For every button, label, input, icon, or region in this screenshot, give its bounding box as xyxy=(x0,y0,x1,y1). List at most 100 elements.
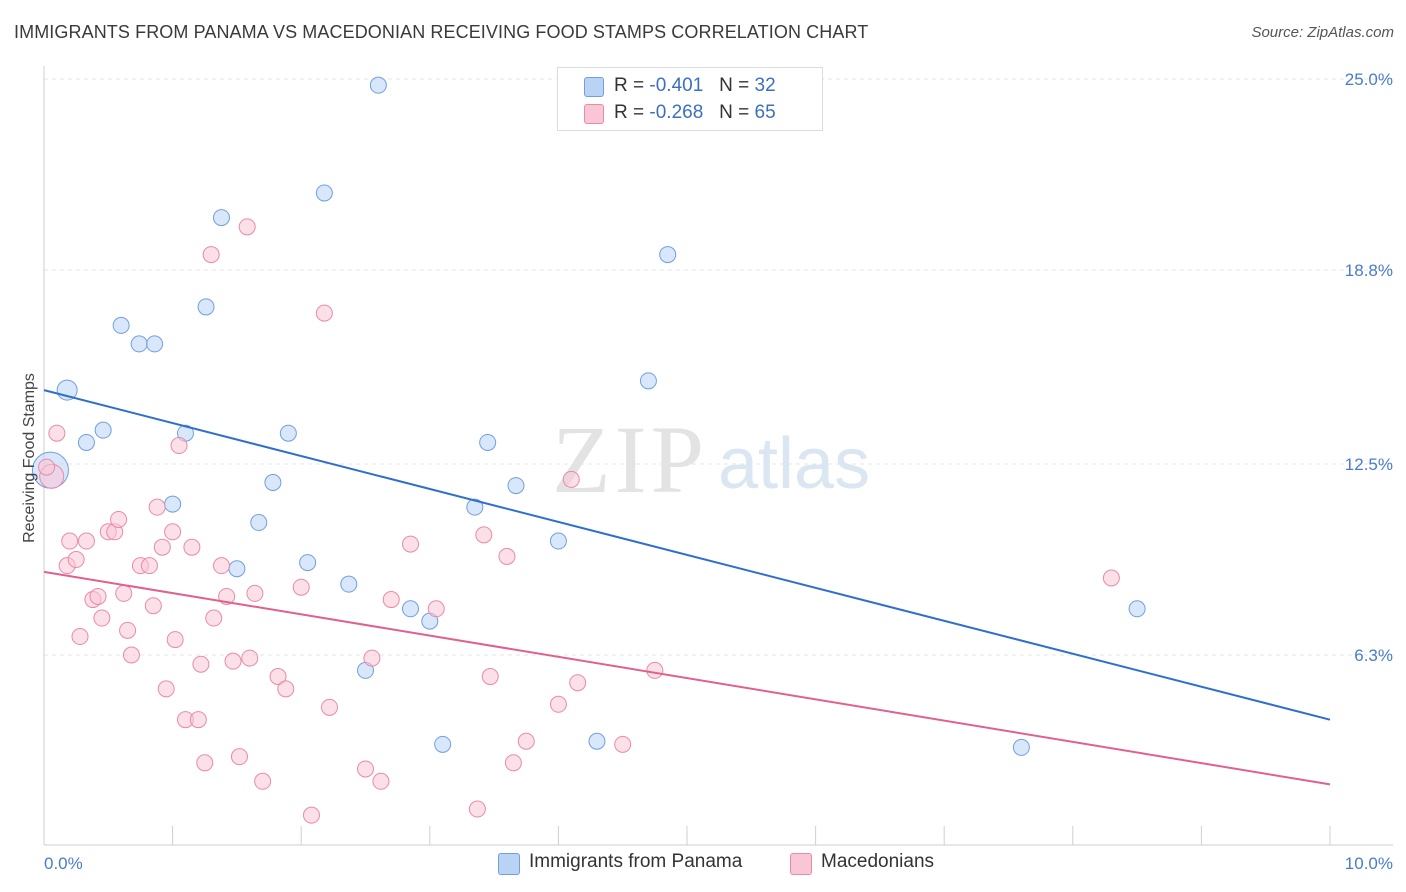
point-macedonians-48 xyxy=(372,772,390,790)
point-panama-20 xyxy=(402,600,420,618)
point-macedonians-22 xyxy=(164,523,182,541)
point-macedonians-6 xyxy=(77,532,95,550)
point-panama-28 xyxy=(639,372,657,390)
y-axis-label: Receiving Food Stamps xyxy=(21,373,38,543)
point-panama-4 xyxy=(112,316,130,334)
point-panama-9 xyxy=(197,298,215,316)
bottom-legend-swatch-macedonians xyxy=(790,853,812,875)
point-panama-31 xyxy=(1128,600,1146,618)
point-macedonians-49 xyxy=(382,591,400,609)
point-macedonians-41 xyxy=(277,680,295,698)
point-panama-7 xyxy=(164,495,182,513)
point-macedonians-26 xyxy=(183,538,201,556)
y-tick-label-2: 18.8% xyxy=(1345,261,1393,280)
trend-lines xyxy=(43,389,1331,786)
y-tick-label-0: 6.3% xyxy=(1354,646,1393,665)
point-macedonians-47 xyxy=(363,649,381,667)
point-macedonians-37 xyxy=(241,649,259,667)
point-panama-24 xyxy=(479,433,497,451)
point-macedonians-43 xyxy=(302,806,320,824)
point-macedonians-45 xyxy=(320,698,338,716)
trend-line-panama xyxy=(43,389,1331,721)
point-macedonians-55 xyxy=(498,547,516,565)
point-macedonians-3 xyxy=(61,532,79,550)
point-panama-17 xyxy=(340,575,358,593)
point-macedonians-9 xyxy=(93,609,111,627)
legend-n-value-panama: 32 xyxy=(754,75,776,96)
point-macedonians-34 xyxy=(224,652,242,670)
point-macedonians-5 xyxy=(71,628,89,646)
point-macedonians-61 xyxy=(614,735,632,753)
point-panama-19 xyxy=(369,76,387,94)
point-macedonians-28 xyxy=(192,655,210,673)
point-panama-12 xyxy=(250,514,268,532)
point-macedonians-46 xyxy=(357,760,374,778)
point-macedonians-39 xyxy=(254,772,272,790)
point-panama-2 xyxy=(77,433,95,451)
point-panama-14 xyxy=(279,424,297,442)
legend-n-label: N = xyxy=(719,102,750,123)
point-panama-25 xyxy=(507,477,525,495)
point-macedonians-30 xyxy=(202,246,220,264)
point-panama-13 xyxy=(264,474,282,492)
point-macedonians-31 xyxy=(205,609,223,627)
point-macedonians-17 xyxy=(140,557,158,575)
point-macedonians-14 xyxy=(119,621,137,639)
point-macedonians-20 xyxy=(153,538,171,556)
point-macedonians-21 xyxy=(157,680,175,698)
point-macedonians-44 xyxy=(315,304,333,322)
point-macedonians-24 xyxy=(170,437,188,455)
point-macedonians-12 xyxy=(110,510,128,528)
point-macedonians-42 xyxy=(292,578,310,596)
point-panama-22 xyxy=(434,735,452,753)
point-macedonians-58 xyxy=(549,695,567,713)
point-macedonians-4 xyxy=(67,551,85,569)
point-panama-15 xyxy=(299,554,317,572)
watermark-atlas: atlas xyxy=(718,424,870,504)
chart-title: IMMIGRANTS FROM PANAMA VS MACEDONIAN REC… xyxy=(14,22,869,42)
point-macedonians-52 xyxy=(468,800,486,818)
point-macedonians-54 xyxy=(481,668,499,686)
x-ticks xyxy=(43,826,1331,845)
point-macedonians-38 xyxy=(246,584,264,602)
point-macedonians-56 xyxy=(504,754,522,772)
point-macedonians-19 xyxy=(148,498,166,516)
point-panama-6 xyxy=(146,335,164,353)
point-macedonians-57 xyxy=(517,732,535,750)
watermark-zip: ZIP xyxy=(552,406,708,513)
point-macedonians-60 xyxy=(569,674,587,692)
point-macedonians-32 xyxy=(212,557,230,575)
trend-line-macedonians xyxy=(43,570,1331,786)
bottom-legend-label-macedonians: Macedonians xyxy=(821,851,935,872)
point-macedonians-40 xyxy=(269,668,287,686)
legend-swatch-macedonians xyxy=(584,104,604,124)
legend-r-label: R = xyxy=(614,102,645,123)
y-tick-label-3: 25.0% xyxy=(1345,70,1393,89)
point-panama-11 xyxy=(228,560,246,578)
point-macedonians-59 xyxy=(562,470,580,488)
point-macedonians-35 xyxy=(230,748,248,766)
point-macedonians-27 xyxy=(189,711,207,729)
point-macedonians-36 xyxy=(238,218,256,236)
legend-swatch-panama xyxy=(584,77,604,97)
grid-lines xyxy=(44,78,1393,656)
legend-r-value-panama: -0.401 xyxy=(649,75,704,96)
point-macedonians-63 xyxy=(1102,569,1120,587)
point-panama-30 xyxy=(1012,738,1030,756)
legend-r-value-macedonians: -0.268 xyxy=(649,102,704,123)
point-panama-3 xyxy=(94,421,112,439)
point-macedonians-18 xyxy=(144,597,162,615)
legend-n-label: N = xyxy=(719,75,750,96)
x-tick-label-1: 10.0% xyxy=(1345,854,1393,873)
point-panama-29 xyxy=(659,246,677,264)
correlation-legend: R = -0.401 N = 32 R = -0.268 N = 65 xyxy=(557,67,823,131)
point-macedonians-64 xyxy=(38,458,56,476)
bottom-legend-label-panama: Immigrants from Panama xyxy=(529,851,743,872)
x-tick-labels: 0.0% 10.0% xyxy=(44,854,1393,873)
x-tick-label-0: 0.0% xyxy=(44,854,83,873)
y-tick-label-1: 12.5% xyxy=(1345,455,1393,474)
point-panama-5 xyxy=(130,335,148,353)
point-macedonians-15 xyxy=(122,646,140,664)
legend-text-macedonians: R = -0.268 N = 65 xyxy=(614,102,776,124)
point-macedonians-29 xyxy=(196,754,214,772)
